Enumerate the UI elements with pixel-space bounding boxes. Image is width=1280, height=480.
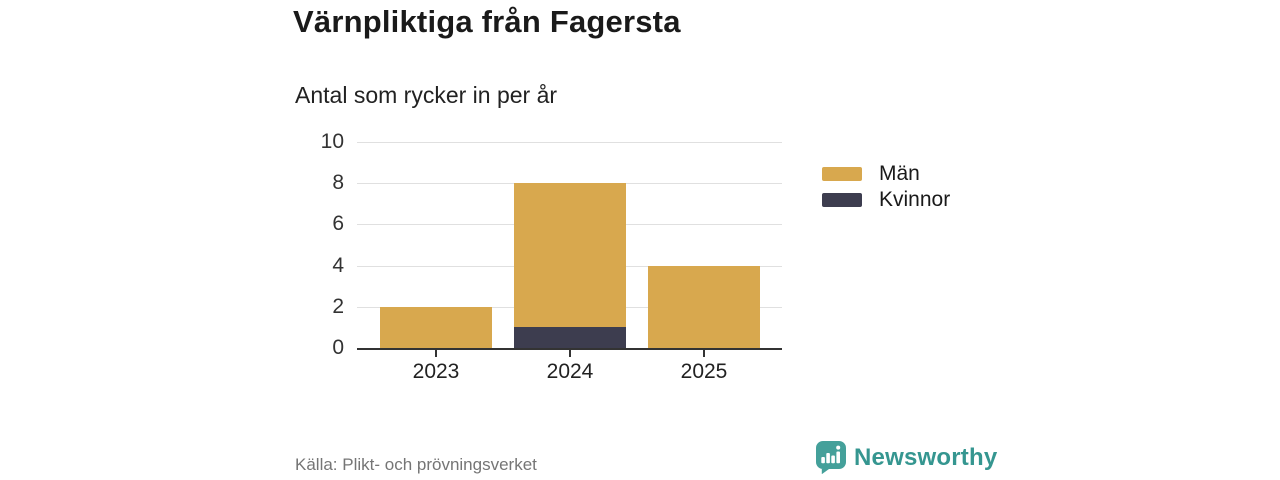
bar-segment-2023-Män xyxy=(380,306,492,348)
legend-swatch xyxy=(822,193,862,207)
newsworthy-logo: Newsworthy xyxy=(816,441,997,474)
brand-name: Newsworthy xyxy=(854,443,998,471)
y-axis-tick-label: 2 xyxy=(332,294,344,318)
y-axis-tick-label: 4 xyxy=(332,253,344,277)
chart-title: Värnpliktiga från Fagersta xyxy=(293,4,681,39)
source-note: Källa: Plikt- och prövningsverket xyxy=(295,455,537,474)
bar-segment-2025-Män xyxy=(648,265,760,348)
y-axis-tick-label: 10 xyxy=(320,130,344,153)
x-axis: 2023 2024 2025 xyxy=(357,350,782,396)
newsworthy-bubble-chart-icon xyxy=(816,441,846,474)
x-axis-tick xyxy=(435,350,437,357)
x-axis-tick xyxy=(703,350,705,357)
legend-label: Kvinnor xyxy=(879,188,951,211)
y-axis-tick-label: 8 xyxy=(332,171,344,195)
legend-swatch xyxy=(822,167,862,181)
bar-segment-2024-Kvinnor xyxy=(514,327,626,348)
x-axis-tick-label: 2024 xyxy=(546,360,594,383)
x-axis-tick-label: 2023 xyxy=(412,360,460,383)
y-axis-tick-label: 0 xyxy=(332,336,344,359)
legend-row: Kvinnor xyxy=(822,187,950,213)
plot-area xyxy=(357,142,782,350)
y-axis-labels: 0 2 4 6 8 10 xyxy=(0,130,344,359)
legend-label: Män xyxy=(879,162,920,185)
legend-row: Män xyxy=(822,161,950,187)
gridline xyxy=(357,142,782,143)
chart-subtitle: Antal som rycker in per år xyxy=(295,82,558,108)
bar-segment-2024-Män xyxy=(514,183,626,328)
x-axis-tick xyxy=(569,350,571,357)
legend: Män Kvinnor xyxy=(822,161,950,213)
x-axis-tick-label: 2025 xyxy=(680,360,728,383)
y-axis-tick-label: 6 xyxy=(332,212,344,236)
